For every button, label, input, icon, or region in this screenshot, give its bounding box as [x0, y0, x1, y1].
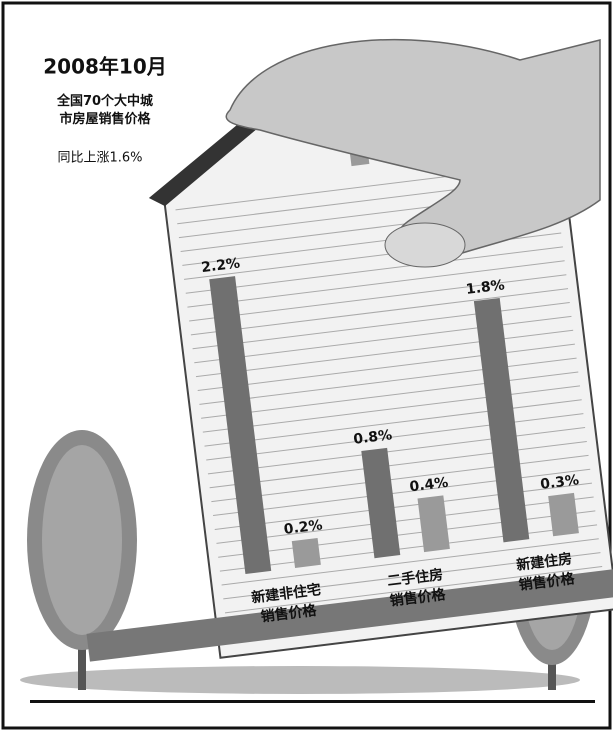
tree: [27, 430, 137, 690]
bar: [361, 447, 401, 559]
siding: [190, 288, 569, 336]
bar: [291, 537, 321, 568]
siding: [197, 343, 575, 391]
value-label: 0.4%: [409, 475, 449, 496]
siding: [202, 385, 581, 433]
siding: [185, 246, 563, 294]
title: 2008年10月: [43, 55, 167, 79]
subtitle: 全国70个大中城市房屋销售价格: [56, 93, 153, 127]
siding: [209, 440, 587, 489]
siding: [219, 524, 598, 572]
bar: [417, 495, 450, 553]
siding: [224, 566, 603, 614]
siding: [216, 496, 594, 544]
bar: [473, 297, 530, 543]
category-label: 新建住房销售价格: [515, 550, 576, 594]
siding: [189, 274, 567, 322]
hand: [225, 38, 601, 268]
bar: [548, 492, 579, 537]
siding: [192, 301, 570, 350]
siding: [223, 552, 601, 600]
siding: [194, 315, 572, 364]
annotation: 同比上涨1.6%: [57, 151, 142, 166]
siding: [206, 413, 584, 461]
siding: [201, 371, 579, 419]
bar: [209, 276, 272, 575]
rule: [30, 700, 595, 703]
siding: [187, 260, 565, 308]
siding: [195, 329, 574, 378]
value-label: 0.3%: [539, 472, 579, 493]
category-label: 二手住房销售价格: [386, 566, 447, 610]
ground: [20, 666, 580, 694]
siding: [213, 468, 591, 517]
siding: [218, 510, 596, 558]
value-label: 0.2%: [283, 517, 323, 538]
value-label: 0.8%: [352, 427, 392, 448]
siding: [204, 399, 582, 447]
value-label: 2.2%: [200, 255, 240, 276]
siding: [214, 482, 592, 530]
siding: [207, 427, 586, 475]
category-label: 新建非住宅销售价格: [250, 581, 324, 626]
siding: [221, 538, 599, 586]
siding: [199, 357, 577, 405]
value-label: 1.8%: [465, 277, 505, 298]
siding: [211, 454, 589, 503]
